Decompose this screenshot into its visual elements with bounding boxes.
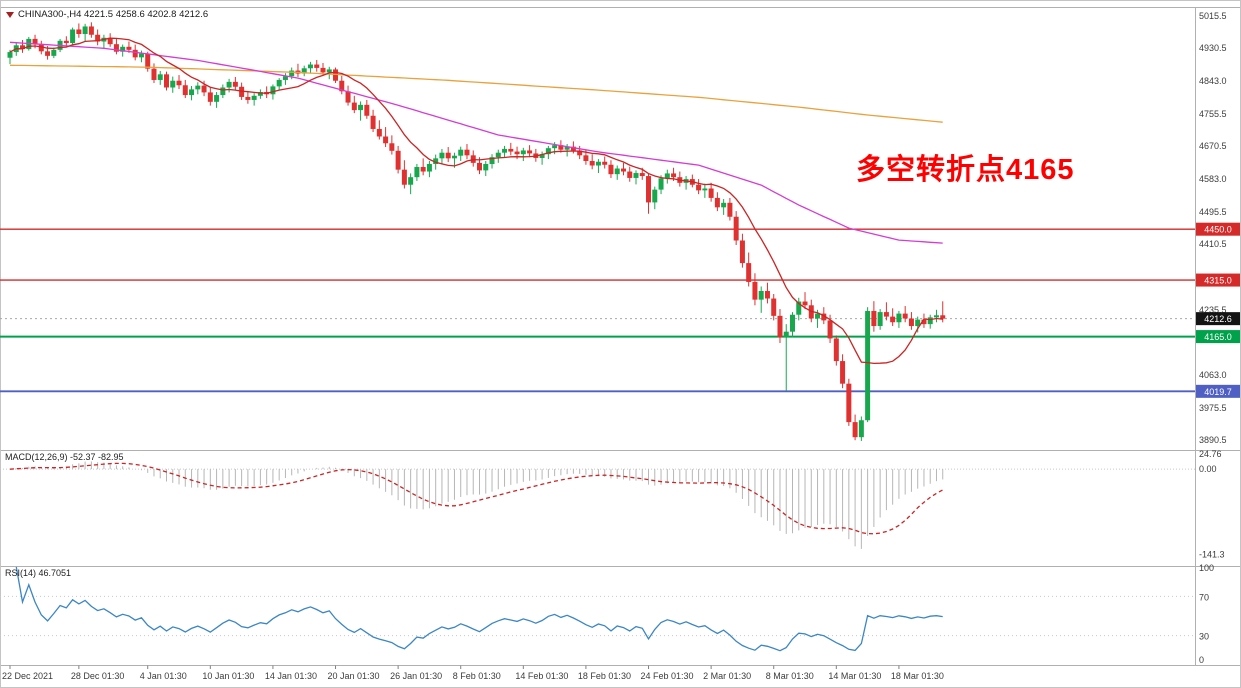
ma-slow-line	[9, 64, 943, 123]
x-axis-label: 8 Mar 01:30	[766, 671, 814, 681]
svg-text:4450.0: 4450.0	[1204, 225, 1232, 235]
macd-indicator-label: MACD(12,26,9) -52.37 -82.95	[5, 452, 124, 462]
y-axis-label: 4583.0	[1199, 174, 1227, 184]
y-axis-label: 4930.5	[1199, 43, 1227, 53]
y-axis-label: 4670.5	[1199, 141, 1227, 151]
y-axis-label: 4755.5	[1199, 109, 1227, 119]
x-axis-label: 14 Jan 01:30	[265, 671, 317, 681]
ma-mid-line	[9, 41, 943, 244]
rsi-axis-label: 30	[1199, 632, 1209, 642]
price-scale[interactable]: 5015.5 4930.5 4843.0 4755.5 4670.5 4583.0 4495…	[1199, 11, 1227, 665]
x-axis-label: 26 Jan 01:30	[390, 671, 442, 681]
price-tag-4165.0: 4165.0	[1196, 330, 1240, 344]
svg-text:4165.0: 4165.0	[1204, 332, 1232, 342]
candles-layer	[7, 22, 946, 441]
y-axis-label: 4843.0	[1199, 76, 1227, 86]
x-axis-label: 20 Jan 01:30	[328, 671, 380, 681]
chart-title: CHINA300-,H4 4221.5 4258.6 4202.8 4212.6	[6, 9, 208, 20]
macd-axis-label: 0.00	[1199, 464, 1217, 474]
x-axis-label: 18 Feb 01:30	[578, 671, 631, 681]
rsi-axis-label: 100	[1199, 563, 1214, 573]
annotation-text: 多空转折点4165	[856, 154, 1075, 186]
time-scale[interactable]: 22 Dec 2021 28 Dec 01:30 4 Jan 01:30 10 Jan…	[2, 665, 944, 682]
x-axis-label: 4 Jan 01:30	[140, 671, 187, 681]
x-axis-label: 22 Dec 2021	[2, 671, 53, 681]
y-axis-label: 4063.0	[1199, 370, 1227, 380]
svg-text:4212.6: 4212.6	[1204, 314, 1232, 324]
price-tag-4019.7: 4019.7	[1196, 384, 1240, 398]
y-axis-label: 3975.5	[1199, 403, 1227, 413]
x-axis-label: 10 Jan 01:30	[202, 671, 254, 681]
price-tag-4315.0: 4315.0	[1196, 273, 1240, 287]
x-axis-label: 14 Mar 01:30	[828, 671, 881, 681]
x-axis-label: 18 Mar 01:30	[891, 671, 944, 681]
x-axis-label: 28 Dec 01:30	[71, 671, 125, 681]
rsi-axis-label: 0	[1199, 655, 1204, 665]
x-axis-label: 24 Feb 01:30	[641, 671, 694, 681]
y-axis-label: 4410.5	[1199, 239, 1227, 249]
chart-title-text: CHINA300-,H4 4221.5 4258.6 4202.8 4212.6	[18, 9, 209, 20]
y-axis-label: 4235.5	[1199, 305, 1227, 315]
x-axis-label: 8 Feb 01:30	[453, 671, 501, 681]
macd-axis-label: -141.3	[1199, 550, 1225, 560]
macd-axis-label: 24.76	[1199, 449, 1222, 459]
x-axis-label: 14 Feb 01:30	[515, 671, 568, 681]
ma-fast-line	[9, 37, 943, 365]
symbol-marker-icon	[6, 11, 14, 18]
macd-signal-line	[9, 462, 944, 535]
price-tag-4450.0: 4450.0	[1196, 222, 1240, 236]
svg-text:4315.0: 4315.0	[1204, 276, 1232, 286]
y-axis-label: 5015.5	[1199, 11, 1227, 21]
rsi-indicator-label: RSI(14) 46.7051	[5, 568, 72, 578]
y-axis-label: 4495.5	[1199, 207, 1227, 217]
horizontal-levels[interactable]	[0, 228, 1195, 393]
rsi-line	[15, 566, 943, 652]
y-axis-label: 3890.5	[1199, 435, 1227, 445]
macd-histogram	[0, 461, 1195, 549]
svg-text:4019.7: 4019.7	[1204, 387, 1232, 397]
current-price-tag: 4212.6	[1196, 312, 1240, 326]
x-axis-label: 2 Mar 01:30	[703, 671, 751, 681]
rsi-axis-label: 70	[1199, 592, 1209, 602]
